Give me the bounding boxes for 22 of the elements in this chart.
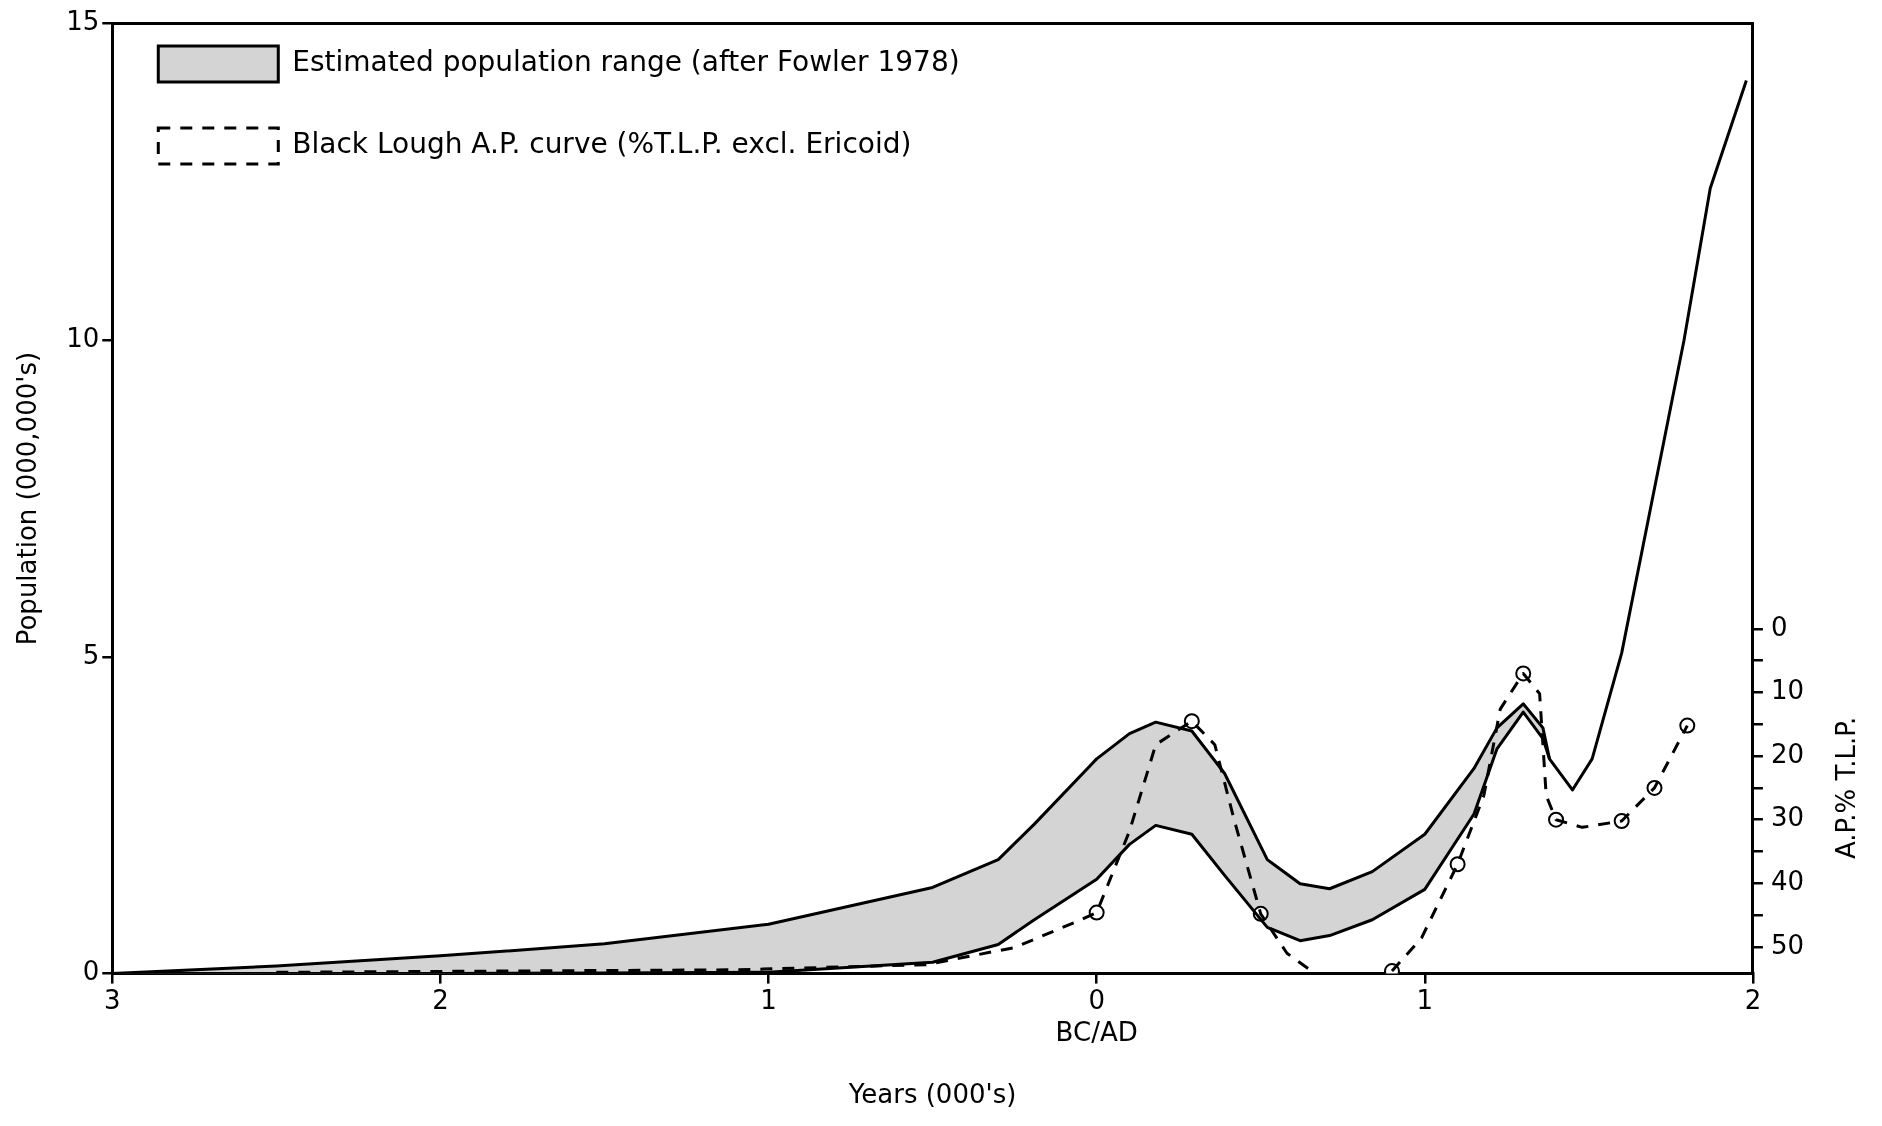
y-axis-title: Population (000,000's) xyxy=(12,351,43,646)
x-axis-title: Years (000's) xyxy=(847,1079,1017,1110)
y-tick-label: 10 xyxy=(66,323,100,354)
y-tick-label: 15 xyxy=(66,6,100,37)
legend-label: Black Lough A.P. curve (%T.L.P. excl. Ericoid) xyxy=(292,127,912,161)
x-tick-label: 2 xyxy=(1744,984,1762,1015)
legend-label: Estimated population range (after Fowler 1978) xyxy=(292,45,960,79)
y2-tick-label: 0 xyxy=(1770,611,1788,642)
y-tick-label: 0 xyxy=(82,956,100,987)
y2-tick-label: 30 xyxy=(1770,802,1805,833)
text: BC/AD xyxy=(1055,1017,1138,1048)
x-tick-label: 1 xyxy=(1416,984,1434,1015)
y-tick-label: 5 xyxy=(82,639,100,670)
x-tick-label: 0 xyxy=(1088,984,1105,1015)
y2-axis-title: A.P.% T.L.P. xyxy=(1830,716,1861,860)
y2-tick-label: 10 xyxy=(1770,675,1805,706)
y2-tick-label: 20 xyxy=(1770,738,1805,769)
x-tick-label: 1 xyxy=(760,984,777,1015)
y2-tick-label: 40 xyxy=(1770,866,1805,897)
x-tick-label: 2 xyxy=(432,984,449,1015)
x-tick-label: 3 xyxy=(104,984,121,1015)
y2-tick-label: 50 xyxy=(1770,929,1805,960)
